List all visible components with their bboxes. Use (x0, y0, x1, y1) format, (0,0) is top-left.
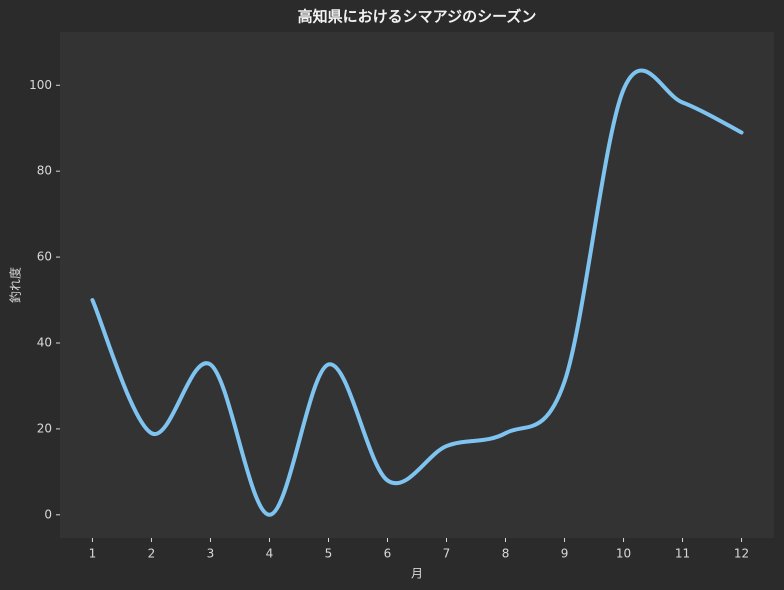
x-tick-label: 11 (675, 547, 690, 561)
x-tick-label: 8 (502, 547, 510, 561)
plot-area (60, 32, 774, 538)
data-line (90, 68, 744, 517)
x-tick-label: 7 (443, 547, 451, 561)
y-tick-label: 0 (44, 507, 52, 521)
y-tick-label: 100 (29, 78, 52, 92)
y-tick-label: 80 (37, 164, 52, 178)
x-tick-label: 3 (207, 547, 215, 561)
x-tick-label: 6 (384, 547, 392, 561)
x-tick-label: 12 (734, 547, 749, 561)
x-tick-label: 5 (325, 547, 333, 561)
y-tick-label: 60 (37, 250, 52, 264)
x-tick-label: 9 (561, 547, 569, 561)
x-tick-label: 4 (266, 547, 274, 561)
y-tick-label: 20 (37, 421, 52, 435)
y-tick-label: 40 (37, 335, 52, 349)
y-axis-label: 釣れ度 (8, 267, 23, 303)
x-axis-label: 月 (411, 567, 423, 581)
x-tick-label: 1 (89, 547, 97, 561)
x-tick-label: 2 (148, 547, 156, 561)
x-tick-label: 10 (616, 547, 631, 561)
chart-title: 高知県におけるシマアジのシーズン (298, 8, 537, 26)
